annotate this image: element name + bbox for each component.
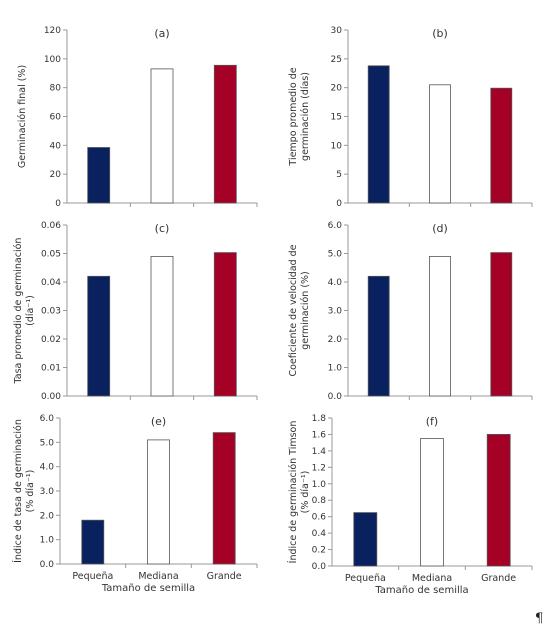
y-tick-label: 15 <box>331 113 342 123</box>
y-tick-label: 1.0 <box>312 480 327 490</box>
y-tick-label: 6.0 <box>328 221 343 231</box>
y-tick-label: 0.0 <box>40 560 55 570</box>
bar-grande <box>212 432 236 565</box>
y-tick-label: 0.01 <box>41 364 61 374</box>
bar-grande <box>213 252 237 397</box>
x-tick-label: Grande <box>207 571 242 582</box>
panel-label: (e) <box>151 415 166 428</box>
y-tick-label: 1.0 <box>40 536 55 546</box>
y-tick-label: 4.0 <box>40 463 55 473</box>
x-tick-label: Mediana <box>412 573 452 584</box>
y-tick-label: 80 <box>50 84 62 94</box>
y-tick-label: 1.2 <box>312 463 326 473</box>
chart-panel-d: 0.0 1.0 2.0 3.0 4.0 5.0 6.0 (d) Coeficiente de v… <box>288 221 533 402</box>
y-axis-label: Coeficiente de velocidad degerminación (… <box>288 244 311 376</box>
bar-mediana <box>147 439 170 565</box>
y-tick-label: 1.0 <box>328 364 343 374</box>
y-tick-label: 0 <box>55 199 61 209</box>
bar-grande <box>490 87 513 204</box>
y-tick-label: 5.0 <box>40 438 55 448</box>
y-tick-label: 0.2 <box>312 546 326 556</box>
y-tick-label: 2.0 <box>328 335 343 345</box>
y-tick-label: 30 <box>331 26 343 36</box>
bar-pequea <box>367 275 390 397</box>
bar-pequea <box>87 147 111 204</box>
y-tick-label: 1.4 <box>312 447 327 457</box>
x-tick-label: Pequeña <box>72 571 113 582</box>
y-axis-label: Germinación final (%) <box>17 65 28 168</box>
y-tick-label: 20 <box>50 170 62 180</box>
y-tick-label: 0.0 <box>312 562 327 572</box>
y-tick-label: 0.04 <box>41 278 61 288</box>
bar-grande <box>213 64 237 204</box>
y-tick-label: 0.0 <box>328 392 343 402</box>
y-tick-label: 40 <box>50 141 62 151</box>
x-tick-label: Mediana <box>138 571 178 582</box>
chart-panel-c: 0.00 0.01 0.02 0.03 0.04 0.05 0.06 (c) Tasa prom… <box>13 221 258 402</box>
bar-grande <box>490 252 513 397</box>
x-tick-label: Grande <box>481 573 516 584</box>
y-tick-label: 3.0 <box>40 487 55 497</box>
chart-panel-a: 0 20 40 60 80 100 120 (a) Germinación final (%) <box>17 26 258 209</box>
y-tick-label: 0.4 <box>312 529 327 539</box>
y-tick-label: 1.8 <box>312 414 327 424</box>
panel-label: (d) <box>432 222 448 235</box>
y-tick-label: 60 <box>50 113 62 123</box>
x-axis-label: Tamaño de semilla <box>101 583 195 594</box>
y-tick-label: 0.02 <box>41 335 61 345</box>
y-axis-label: Tasa promedio de germinación(día⁻¹) <box>13 238 36 385</box>
bar-pequea <box>81 519 105 565</box>
y-tick-label: 5 <box>336 170 342 180</box>
x-axis-label: Tamaño de semilla <box>374 585 468 596</box>
y-axis-label: Tiempo promedio degerminación (días) <box>288 67 311 166</box>
y-tick-label: 1.6 <box>312 430 327 440</box>
y-tick-label: 5.0 <box>328 250 343 260</box>
chart-panel-f: 0.0 0.2 0.4 0.6 0.8 1.0 1.2 1.4 1.6 1.8 Pequeña Med… <box>287 414 533 596</box>
y-axis-label: Índice de germinación Timson(% día⁻¹) <box>287 421 311 564</box>
y-tick-label: 10 <box>331 141 343 151</box>
bar-pequea <box>367 65 390 204</box>
y-tick-label: 0.03 <box>41 307 61 317</box>
bar-mediana <box>420 438 444 567</box>
chart-panel-e: 0.0 1.0 2.0 3.0 4.0 5.0 6.0 Pequeña Mediana Grand… <box>12 414 258 594</box>
y-tick-label: 0.05 <box>41 250 61 260</box>
y-tick-label: 120 <box>44 26 61 36</box>
y-tick-label: 100 <box>44 55 61 65</box>
y-axis-label: Índice de tasa de germinación(% día⁻¹) <box>12 419 36 563</box>
pilcrow-mark: ¶ <box>535 611 544 626</box>
bar-mediana <box>429 255 451 397</box>
x-tick-label: Pequeña <box>345 573 386 584</box>
bar-grande <box>486 433 511 567</box>
y-tick-label: 0.6 <box>312 513 327 523</box>
y-tick-label: 2.0 <box>40 511 55 521</box>
bar-pequea <box>353 512 378 567</box>
y-tick-label: 3.0 <box>328 307 343 317</box>
y-tick-label: 20 <box>331 84 343 94</box>
chart-panel-b: 0 5 10 15 20 25 30 (b) Tiempo promedio degermina… <box>288 26 533 209</box>
bar-mediana <box>150 255 174 397</box>
y-tick-label: 0.8 <box>312 496 327 506</box>
bar-mediana <box>150 68 174 204</box>
y-tick-label: 4.0 <box>328 278 343 288</box>
y-tick-label: 0.06 <box>41 221 61 231</box>
y-tick-label: 25 <box>331 55 342 65</box>
panel-label: (b) <box>432 27 448 40</box>
y-tick-label: 0.00 <box>41 392 61 402</box>
panel-label: (a) <box>154 27 169 40</box>
y-tick-label: 0 <box>336 199 342 209</box>
panel-label: (f) <box>426 415 438 428</box>
bar-pequea <box>87 275 111 397</box>
panel-label: (c) <box>155 222 170 235</box>
y-tick-label: 6.0 <box>40 414 55 424</box>
bar-mediana <box>429 84 451 204</box>
